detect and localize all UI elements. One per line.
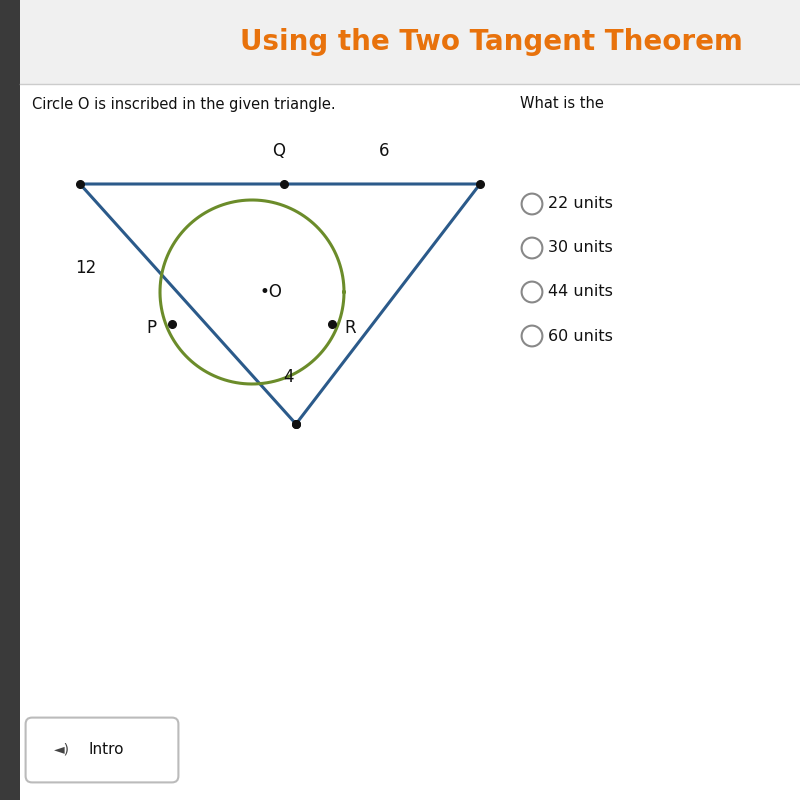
Text: Using the Two Tangent Theorem: Using the Two Tangent Theorem [240,27,743,56]
Bar [0,0,20,800]
Text: 30 units: 30 units [548,241,613,255]
Bar [20,0,800,84]
Text: 44 units: 44 units [548,285,613,299]
Text: Q: Q [272,142,285,160]
Text: ◄): ◄) [54,742,70,757]
Text: Intro: Intro [88,742,123,757]
FancyBboxPatch shape [26,718,178,782]
Text: P: P [146,319,156,337]
Text: 6: 6 [378,142,390,160]
Text: •O: •O [260,283,283,301]
Text: Circle O is inscribed in the given triangle.: Circle O is inscribed in the given trian… [32,97,336,111]
Text: 22 units: 22 units [548,197,613,211]
Text: 60 units: 60 units [548,329,613,343]
Text: 4: 4 [282,368,294,386]
Text: What is the: What is the [520,97,604,111]
Text: R: R [344,319,356,337]
Text: 12: 12 [74,259,96,277]
